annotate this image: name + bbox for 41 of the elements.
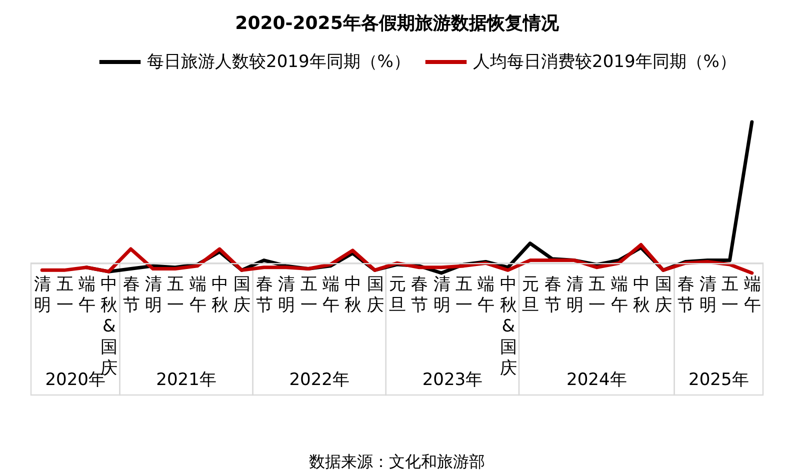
x-tick-label: 端午	[744, 274, 761, 316]
x-tick-label: 五一	[167, 274, 184, 316]
x-tick-label: 清明	[278, 274, 296, 316]
x-tick-label: 端午	[478, 274, 495, 316]
x-tick-label: 春节	[677, 274, 694, 316]
x-tick-label: 国庆	[366, 274, 384, 316]
x-tick-label: 元旦	[522, 274, 540, 316]
source-note: 数据来源：文化和旅游部	[309, 452, 485, 471]
x-tick-label: 春节	[544, 274, 562, 316]
text: 2022年	[289, 370, 350, 390]
x-tick-label: 五一	[56, 274, 74, 316]
x-tick-label: 清明	[700, 274, 717, 316]
x-tick-label: 五一	[456, 274, 473, 316]
x-tick-label: 端午	[189, 274, 206, 316]
x-tick-label: 五一	[300, 274, 318, 316]
text: 2024年	[566, 370, 627, 390]
x-tick-label: 中秋	[212, 274, 229, 316]
x-tick-label: 清明	[566, 274, 584, 316]
x-tick-label: 五一	[722, 274, 739, 316]
x-tick-label: 春节	[256, 274, 273, 316]
x-tick-label: 中秋	[344, 274, 362, 316]
x-tick-label: 清明	[145, 274, 162, 316]
x-tick-label: 清明	[433, 274, 450, 316]
x-tick-label: 端午	[322, 274, 340, 316]
x-tick-label: 端午	[610, 274, 628, 316]
legend-label: 人均每日消费较2019年同期（%）	[473, 52, 736, 72]
x-tick-label: 春节	[411, 274, 428, 316]
text: 2023年	[422, 370, 483, 390]
x-tick-label: 中秋	[633, 274, 650, 316]
x-tick-label: 国庆	[234, 274, 251, 316]
x-tick-label: 中秋&国庆	[500, 274, 517, 379]
x-tick-label: 端午	[78, 274, 96, 316]
x-tick-label: 国庆	[655, 274, 672, 316]
x-tick-label: 春节	[122, 274, 140, 316]
x-tick-label: 元旦	[389, 274, 406, 316]
text: 2025年	[688, 370, 749, 390]
legend-label: 每日旅游人数较2019年同期（%）	[147, 52, 410, 72]
x-tick-label: 五一	[588, 274, 606, 316]
chart-title: 2020-2025年各假期旅游数据恢复情况	[235, 13, 560, 34]
x-tick-label: 清明	[34, 274, 52, 316]
text: 2021年	[156, 370, 216, 390]
